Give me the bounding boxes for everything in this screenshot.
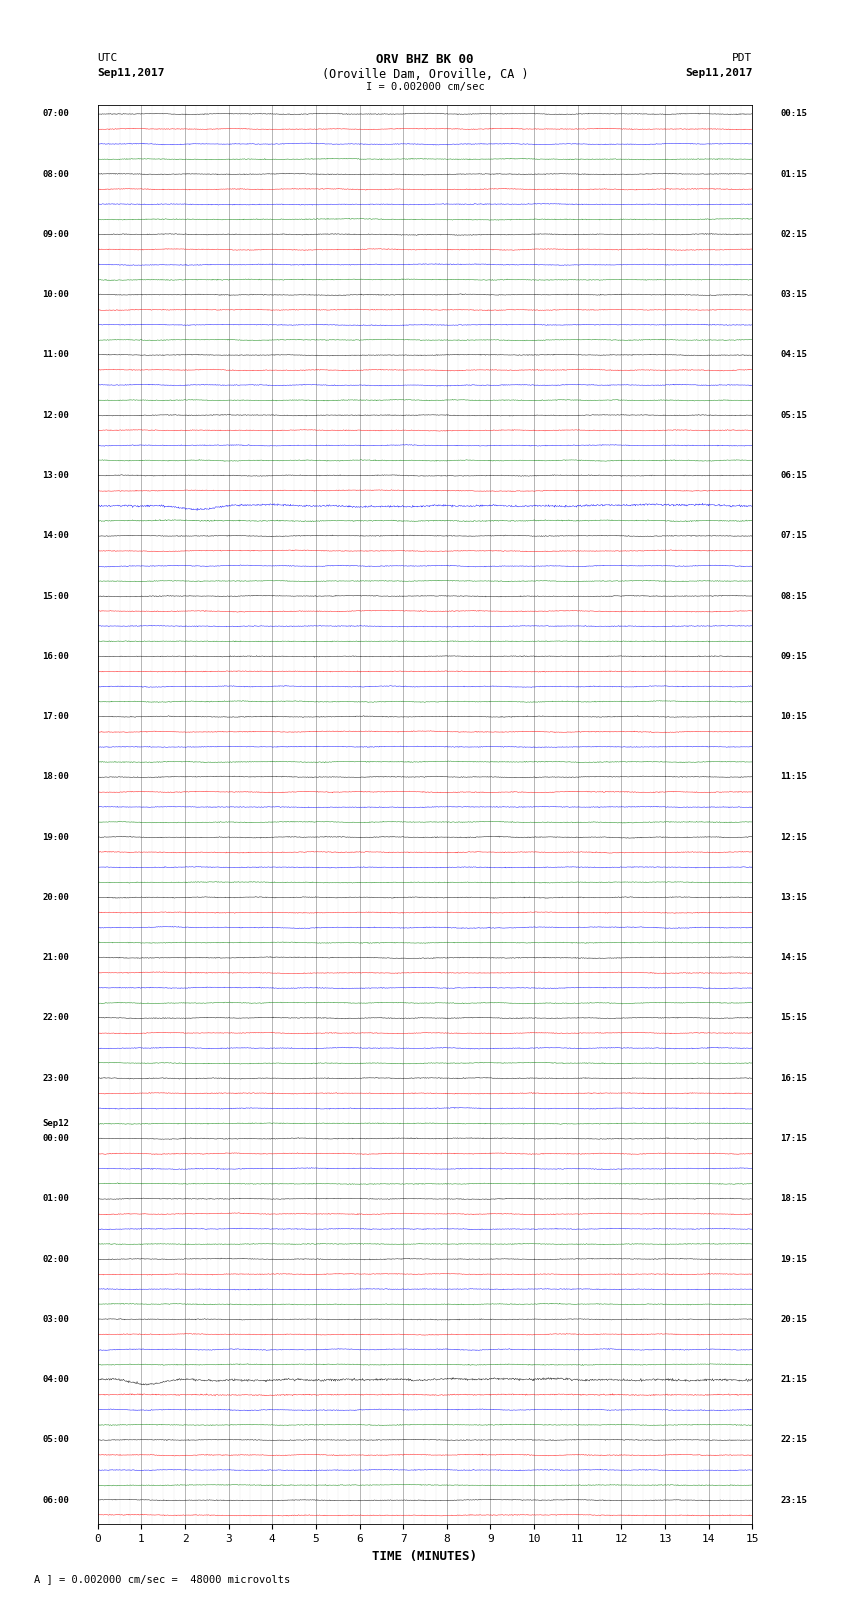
Text: 01:15: 01:15 xyxy=(780,169,808,179)
Text: 13:15: 13:15 xyxy=(780,894,808,902)
Text: PDT: PDT xyxy=(732,53,752,63)
Text: 19:00: 19:00 xyxy=(42,832,70,842)
Text: 20:15: 20:15 xyxy=(780,1315,808,1324)
Text: I = 0.002000 cm/sec: I = 0.002000 cm/sec xyxy=(366,82,484,92)
Text: 19:15: 19:15 xyxy=(780,1255,808,1263)
Text: 18:00: 18:00 xyxy=(42,773,70,781)
Text: 02:00: 02:00 xyxy=(42,1255,70,1263)
Text: 21:00: 21:00 xyxy=(42,953,70,963)
Text: 17:00: 17:00 xyxy=(42,711,70,721)
Text: 21:15: 21:15 xyxy=(780,1376,808,1384)
Text: 15:00: 15:00 xyxy=(42,592,70,600)
Text: 20:00: 20:00 xyxy=(42,894,70,902)
Text: 23:15: 23:15 xyxy=(780,1495,808,1505)
Text: 17:15: 17:15 xyxy=(780,1134,808,1144)
Text: 16:00: 16:00 xyxy=(42,652,70,661)
Text: 10:00: 10:00 xyxy=(42,290,70,298)
Text: 06:00: 06:00 xyxy=(42,1495,70,1505)
Text: 23:00: 23:00 xyxy=(42,1074,70,1082)
Text: 00:00: 00:00 xyxy=(42,1134,70,1144)
Text: 18:15: 18:15 xyxy=(780,1194,808,1203)
Text: 07:15: 07:15 xyxy=(780,531,808,540)
Text: 08:00: 08:00 xyxy=(42,169,70,179)
Text: 04:00: 04:00 xyxy=(42,1376,70,1384)
Text: 12:15: 12:15 xyxy=(780,832,808,842)
Text: A ] = 0.002000 cm/sec =  48000 microvolts: A ] = 0.002000 cm/sec = 48000 microvolts xyxy=(34,1574,290,1584)
Text: 11:00: 11:00 xyxy=(42,350,70,360)
Text: Sep11,2017: Sep11,2017 xyxy=(685,68,752,77)
Text: UTC: UTC xyxy=(98,53,118,63)
Text: 07:00: 07:00 xyxy=(42,110,70,118)
Text: 15:15: 15:15 xyxy=(780,1013,808,1023)
Text: (Oroville Dam, Oroville, CA ): (Oroville Dam, Oroville, CA ) xyxy=(321,68,529,81)
Text: 04:15: 04:15 xyxy=(780,350,808,360)
Text: 16:15: 16:15 xyxy=(780,1074,808,1082)
Text: 05:15: 05:15 xyxy=(780,411,808,419)
Text: 09:00: 09:00 xyxy=(42,231,70,239)
Text: 22:15: 22:15 xyxy=(780,1436,808,1444)
Text: 03:15: 03:15 xyxy=(780,290,808,298)
X-axis label: TIME (MINUTES): TIME (MINUTES) xyxy=(372,1550,478,1563)
Text: 14:00: 14:00 xyxy=(42,531,70,540)
Text: 09:15: 09:15 xyxy=(780,652,808,661)
Text: 03:00: 03:00 xyxy=(42,1315,70,1324)
Text: 05:00: 05:00 xyxy=(42,1436,70,1444)
Text: 22:00: 22:00 xyxy=(42,1013,70,1023)
Text: 11:15: 11:15 xyxy=(780,773,808,781)
Text: 00:15: 00:15 xyxy=(780,110,808,118)
Text: 06:15: 06:15 xyxy=(780,471,808,481)
Text: 12:00: 12:00 xyxy=(42,411,70,419)
Text: 13:00: 13:00 xyxy=(42,471,70,481)
Text: Sep12: Sep12 xyxy=(42,1119,70,1127)
Text: 08:15: 08:15 xyxy=(780,592,808,600)
Text: 10:15: 10:15 xyxy=(780,711,808,721)
Text: ORV BHZ BK 00: ORV BHZ BK 00 xyxy=(377,53,473,66)
Text: 01:00: 01:00 xyxy=(42,1194,70,1203)
Text: 14:15: 14:15 xyxy=(780,953,808,963)
Text: 02:15: 02:15 xyxy=(780,231,808,239)
Text: Sep11,2017: Sep11,2017 xyxy=(98,68,165,77)
